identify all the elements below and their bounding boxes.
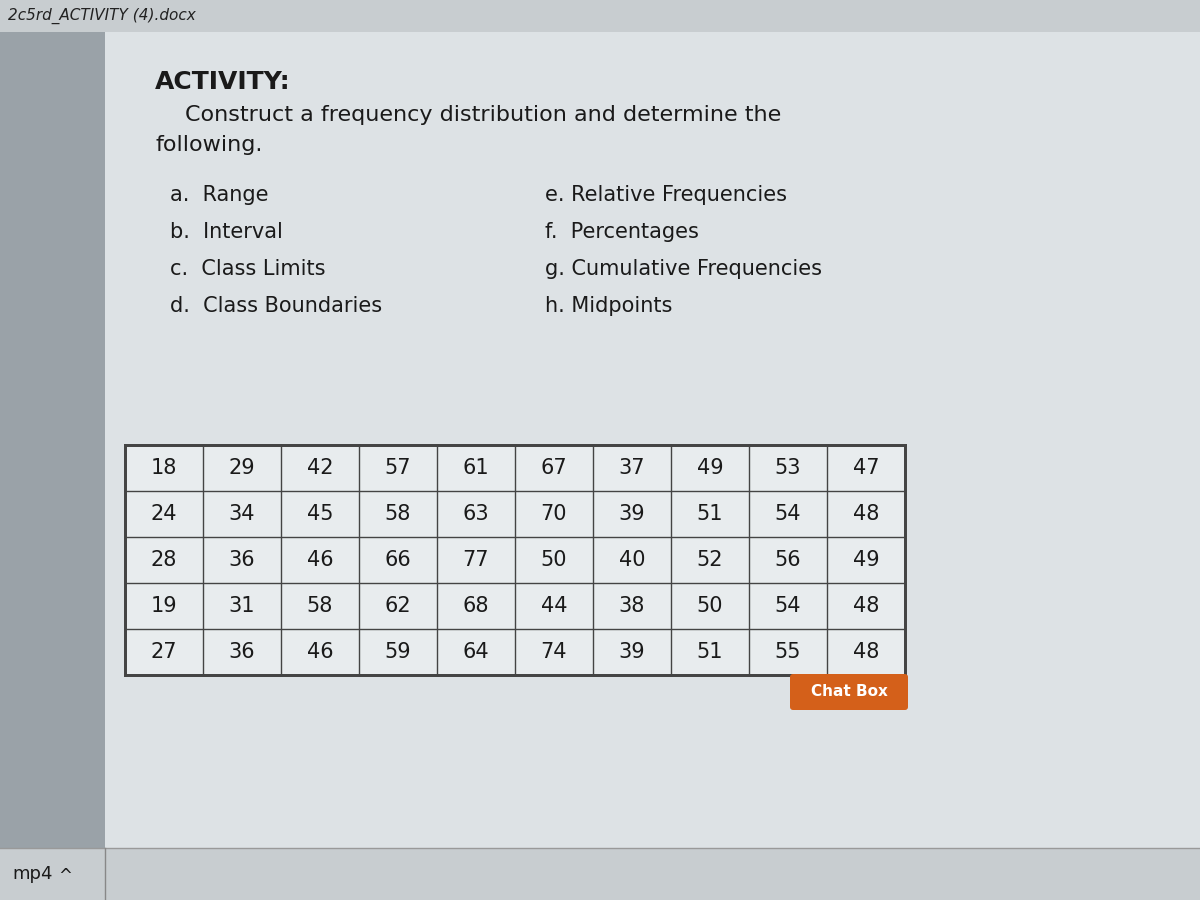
Text: 36: 36 <box>229 550 256 570</box>
Text: 49: 49 <box>853 550 880 570</box>
Text: 56: 56 <box>775 550 802 570</box>
Text: 34: 34 <box>229 504 256 524</box>
Text: ACTIVITY:: ACTIVITY: <box>155 70 290 94</box>
Text: following.: following. <box>155 135 263 155</box>
Text: 58: 58 <box>385 504 412 524</box>
Text: 62: 62 <box>385 596 412 616</box>
Text: 52: 52 <box>697 550 724 570</box>
Text: 37: 37 <box>619 458 646 478</box>
Text: 48: 48 <box>853 504 880 524</box>
Text: 61: 61 <box>463 458 490 478</box>
Text: 66: 66 <box>385 550 412 570</box>
Text: 54: 54 <box>775 596 802 616</box>
FancyBboxPatch shape <box>125 445 905 675</box>
Text: mp4: mp4 <box>12 865 53 883</box>
Text: g. Cumulative Frequencies: g. Cumulative Frequencies <box>545 259 822 279</box>
Text: 74: 74 <box>541 642 568 662</box>
FancyBboxPatch shape <box>106 32 1200 848</box>
Text: 42: 42 <box>307 458 334 478</box>
Text: 46: 46 <box>307 642 334 662</box>
Text: 51: 51 <box>697 642 724 662</box>
Text: f.  Percentages: f. Percentages <box>545 222 698 242</box>
Text: 39: 39 <box>619 642 646 662</box>
Text: 49: 49 <box>697 458 724 478</box>
Text: 31: 31 <box>229 596 256 616</box>
Text: c.  Class Limits: c. Class Limits <box>170 259 325 279</box>
Text: 70: 70 <box>541 504 568 524</box>
Text: 27: 27 <box>151 642 178 662</box>
Text: 24: 24 <box>151 504 178 524</box>
Text: 28: 28 <box>151 550 178 570</box>
Text: 50: 50 <box>541 550 568 570</box>
Text: ^: ^ <box>58 867 72 885</box>
Text: 18: 18 <box>151 458 178 478</box>
Text: 68: 68 <box>463 596 490 616</box>
Text: 48: 48 <box>853 596 880 616</box>
Text: b.  Interval: b. Interval <box>170 222 283 242</box>
Text: a.  Range: a. Range <box>170 185 269 205</box>
FancyBboxPatch shape <box>0 32 106 848</box>
Text: Construct a frequency distribution and determine the: Construct a frequency distribution and d… <box>185 105 781 125</box>
Text: e. Relative Frequencies: e. Relative Frequencies <box>545 185 787 205</box>
Text: 64: 64 <box>463 642 490 662</box>
Text: 47: 47 <box>853 458 880 478</box>
Text: 45: 45 <box>307 504 334 524</box>
FancyBboxPatch shape <box>0 0 1200 32</box>
Text: 39: 39 <box>619 504 646 524</box>
Text: 55: 55 <box>775 642 802 662</box>
Text: 50: 50 <box>697 596 724 616</box>
Text: 67: 67 <box>541 458 568 478</box>
FancyBboxPatch shape <box>790 674 908 710</box>
Text: 44: 44 <box>541 596 568 616</box>
Text: h. Midpoints: h. Midpoints <box>545 296 672 316</box>
FancyBboxPatch shape <box>0 848 1200 900</box>
Text: 19: 19 <box>151 596 178 616</box>
Text: 36: 36 <box>229 642 256 662</box>
Text: 54: 54 <box>775 504 802 524</box>
Text: 57: 57 <box>385 458 412 478</box>
Text: 53: 53 <box>775 458 802 478</box>
Text: 38: 38 <box>619 596 646 616</box>
Text: 2c5rd_ACTIVITY (4).docx: 2c5rd_ACTIVITY (4).docx <box>8 8 196 24</box>
Text: 29: 29 <box>229 458 256 478</box>
Text: 58: 58 <box>307 596 334 616</box>
Text: d.  Class Boundaries: d. Class Boundaries <box>170 296 382 316</box>
Text: 63: 63 <box>463 504 490 524</box>
Text: 77: 77 <box>463 550 490 570</box>
Text: 40: 40 <box>619 550 646 570</box>
Text: 51: 51 <box>697 504 724 524</box>
Text: 46: 46 <box>307 550 334 570</box>
Text: Chat Box: Chat Box <box>810 685 888 699</box>
Text: 59: 59 <box>385 642 412 662</box>
Text: 48: 48 <box>853 642 880 662</box>
